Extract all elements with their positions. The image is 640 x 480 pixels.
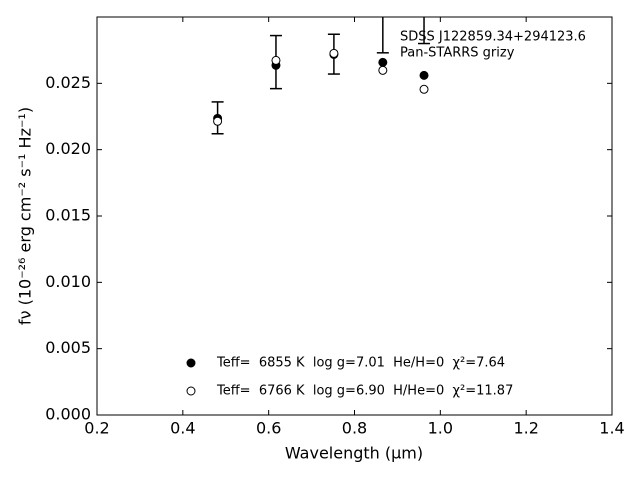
point <box>329 48 339 58</box>
point <box>419 84 429 94</box>
x-tick-label: 1.2 <box>513 419 538 438</box>
x-tick-label: 1.0 <box>428 419 453 438</box>
legend-label: Teff= 6766 K log g=6.90 H/He=0 χ²=11.87 <box>216 384 513 399</box>
point <box>271 55 281 65</box>
x-tick-label: 0.4 <box>170 419 195 438</box>
y-tick-label: 0.005 <box>45 338 91 357</box>
y-tick-label: 0.015 <box>45 206 91 225</box>
x-tick-label: 1.4 <box>599 419 624 438</box>
x-tick-label: 0.8 <box>342 419 367 438</box>
y-axis-label: fν (10⁻²⁶ erg cm⁻² s⁻¹ Hz⁻¹) <box>16 107 35 325</box>
legend-marker <box>186 386 196 396</box>
y-tick-label: 0.020 <box>45 139 91 158</box>
annotation: SDSS J122859.34+294123.6 <box>400 30 586 45</box>
x-axis-label: Wavelength (μm) <box>285 444 423 463</box>
point <box>213 116 223 126</box>
y-tick-label: 0.000 <box>45 405 91 424</box>
annotation: Pan-STARRS grizy <box>400 46 515 61</box>
point <box>419 70 429 80</box>
x-tick-label: 0.2 <box>84 419 109 438</box>
y-tick-label: 0.010 <box>45 272 91 291</box>
plot-area <box>211 17 431 135</box>
x-tick-label: 0.6 <box>256 419 281 438</box>
y-tick-label: 0.025 <box>45 73 91 92</box>
point <box>378 65 388 75</box>
point <box>378 57 388 67</box>
legend-marker <box>186 358 196 368</box>
legend-label: Teff= 6855 K log g=7.01 He/H=0 χ²=7.64 <box>216 356 505 371</box>
